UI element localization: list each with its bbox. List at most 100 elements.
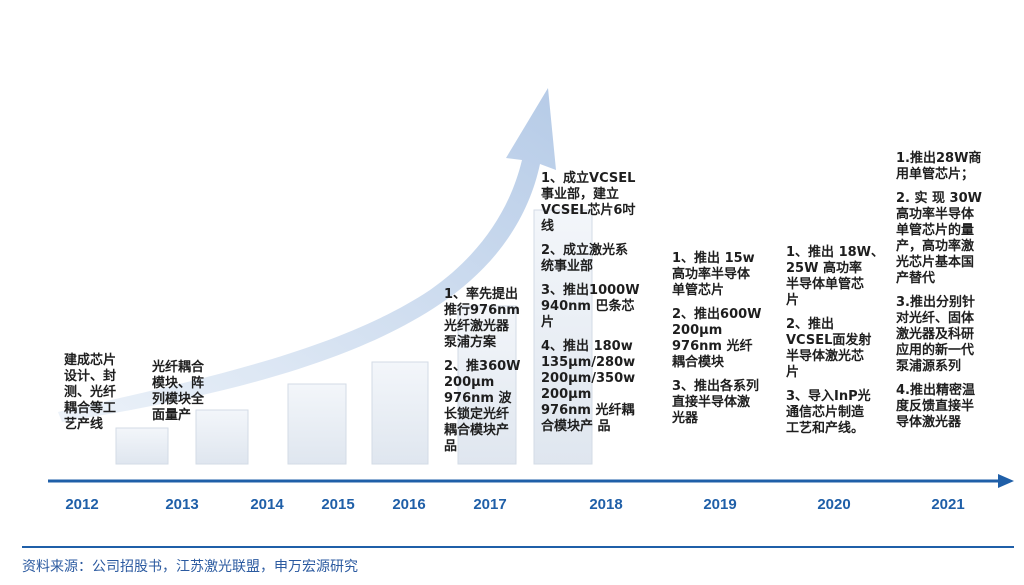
milestone-line: 片 [786, 365, 800, 380]
milestone-line: 事业部，建立 [541, 187, 620, 202]
milestone-line: 耦合等工 [64, 401, 117, 416]
milestone-line [896, 183, 982, 191]
bar-blocks [115, 209, 593, 465]
milestone-line: 2、推出600W [672, 307, 762, 322]
timeline-axis-arrowhead [998, 474, 1014, 488]
milestone-line: 半导体单管芯 [786, 277, 865, 292]
milestone-line: 1、率先提出 [444, 287, 519, 302]
milestone-line [672, 371, 762, 379]
milestone-line: 光器 [672, 411, 699, 426]
milestone-line: 200μm [444, 375, 495, 390]
milestone-line [672, 299, 762, 307]
milestone-line: 耦合模块 [672, 355, 725, 370]
milestone-line: 4、推出 180w [541, 339, 633, 354]
milestone-line: 单管芯片 [672, 283, 725, 298]
milestone-line [541, 331, 640, 339]
milestone-line: 光纤耦合 [152, 360, 205, 375]
milestone-line: 976nm 光纤耦 [541, 403, 635, 418]
milestone-line: 面量产 [152, 408, 192, 423]
milestone-line: 泵浦方案 [444, 335, 497, 350]
milestone-line [786, 309, 884, 317]
milestone-line: 长锁定光纤 [444, 407, 510, 422]
milestone-line: 3、导入InP光 [786, 389, 871, 404]
milestone-line: 片 [541, 315, 555, 330]
milestone-line: 应用的新一代 [896, 343, 975, 358]
milestone-line: 线 [541, 219, 555, 234]
year-label-2015: 2015 [321, 496, 355, 513]
milestone-line: 2、成立激光系 [541, 243, 629, 258]
milestone-line [786, 381, 884, 389]
milestone-line: 通信芯片制造 [786, 405, 865, 420]
year-label-2012: 2012 [65, 496, 99, 513]
milestone-line: 工艺和产线。 [786, 421, 865, 436]
milestone-2012: 建成芯片 设计、封 测、光纤 耦合等工 艺产线 [64, 353, 116, 433]
milestone-line: 2、推360W [444, 359, 521, 374]
milestone-line: 导体激光器 [896, 415, 962, 430]
milestone-2018: 1、成立VCSEL 事业部，建立 VCSEL芯片6吋线 2、成立激光系 统事业部 3、推出… [541, 171, 640, 435]
milestone-line: 模块、阵 [152, 376, 205, 391]
milestone-line: 艺产线 [64, 417, 104, 432]
milestone-line: 产替代 [896, 271, 936, 286]
milestone-line: 设计、封 [64, 369, 117, 384]
milestone-line: 2. 实 现 30W [896, 191, 982, 206]
milestone-line: 光芯片基本国 [896, 255, 975, 270]
year-label-2019: 2019 [703, 496, 737, 513]
milestone-line: 4.推出精密温 [896, 383, 975, 398]
source-divider [22, 546, 1014, 548]
milestone-line: 半导体激光芯 [786, 349, 865, 364]
milestone-line: 耦合模块产 [444, 423, 510, 438]
milestone-line: 片 [786, 293, 800, 308]
milestone-2017: 1、率先提出 推行976nm 光纤激光器 泵浦方案 2、推360W 200μm 976nm … [444, 287, 521, 455]
milestone-2020: 1、推出 18W、 25W 高功率 半导体单管芯片 2、推出 VCSEL面发射 半导体激光… [786, 245, 884, 437]
milestone-line: 940nm 巴条芯 [541, 299, 635, 314]
block-2012 [115, 427, 169, 465]
milestone-line: 200μm [541, 387, 592, 402]
milestone-line: 对光纤、固体 [896, 311, 975, 326]
milestone-line: 产，高功率激 [896, 239, 975, 254]
milestone-line: 泵浦源系列 [896, 359, 962, 374]
milestone-line: 品 [444, 439, 458, 454]
milestone-line: VCSEL芯片6吋 [541, 203, 636, 218]
milestone-line: 列模块全 [152, 392, 205, 407]
milestone-line: 1.推出28W商 [896, 151, 982, 166]
block-2017 [457, 305, 517, 465]
milestone-2019: 1、推出 15w 高功率半导体 单管芯片 2、推出600W 200μm 976nm 光纤耦… [672, 251, 762, 427]
year-label-2017: 2017 [473, 496, 507, 513]
milestone-line: 200μm/350w [541, 371, 636, 386]
milestone-line: 976nm 波 [444, 391, 512, 406]
block-2018 [533, 209, 593, 465]
block-2016 [371, 361, 429, 465]
milestone-line [896, 375, 982, 383]
milestone-line: 3、推出1000W [541, 283, 640, 298]
milestone-line [541, 235, 640, 243]
growth-arrow [58, 88, 556, 422]
milestone-line: 合模块产 品 [541, 419, 611, 434]
milestone-line: 2、推出 [786, 317, 835, 332]
milestone-line: 1、推出 15w [672, 251, 755, 266]
block-2013 [195, 409, 249, 465]
year-label-2021: 2021 [931, 496, 965, 513]
block-2015 [287, 383, 347, 465]
milestone-line: 200μm [672, 323, 723, 338]
milestone-line: 976nm 光纤 [672, 339, 753, 354]
milestone-line: 单管芯片的量 [896, 223, 975, 238]
milestone-line [541, 275, 640, 283]
milestone-line: VCSEL面发射 [786, 333, 872, 348]
milestone-line: 3.推出分别针 [896, 295, 975, 310]
year-label-2014: 2014 [250, 496, 284, 513]
milestone-line: 3、推出各系列 [672, 379, 760, 394]
milestone-line: 1、成立VCSEL [541, 171, 636, 186]
milestone-line: 光纤激光器 [444, 319, 510, 334]
milestone-2021: 1.推出28W商 用单管芯片； 2. 实 现 30W 高功率半导体 单管芯片的量 产，高功… [896, 151, 982, 431]
milestone-line [444, 351, 521, 359]
year-label-2018: 2018 [589, 496, 623, 513]
milestone-line: 激光器及科研 [896, 327, 975, 342]
milestone-line: 高功率半导体 [672, 267, 751, 282]
milestone-line: 用单管芯片； [896, 167, 975, 182]
milestone-line: 直接半导体激 [672, 395, 751, 410]
milestone-line: 1、推出 18W、 [786, 245, 885, 260]
year-label-2013: 2013 [165, 496, 199, 513]
milestone-line: 高功率半导体 [896, 207, 975, 222]
year-label-2016: 2016 [392, 496, 426, 513]
